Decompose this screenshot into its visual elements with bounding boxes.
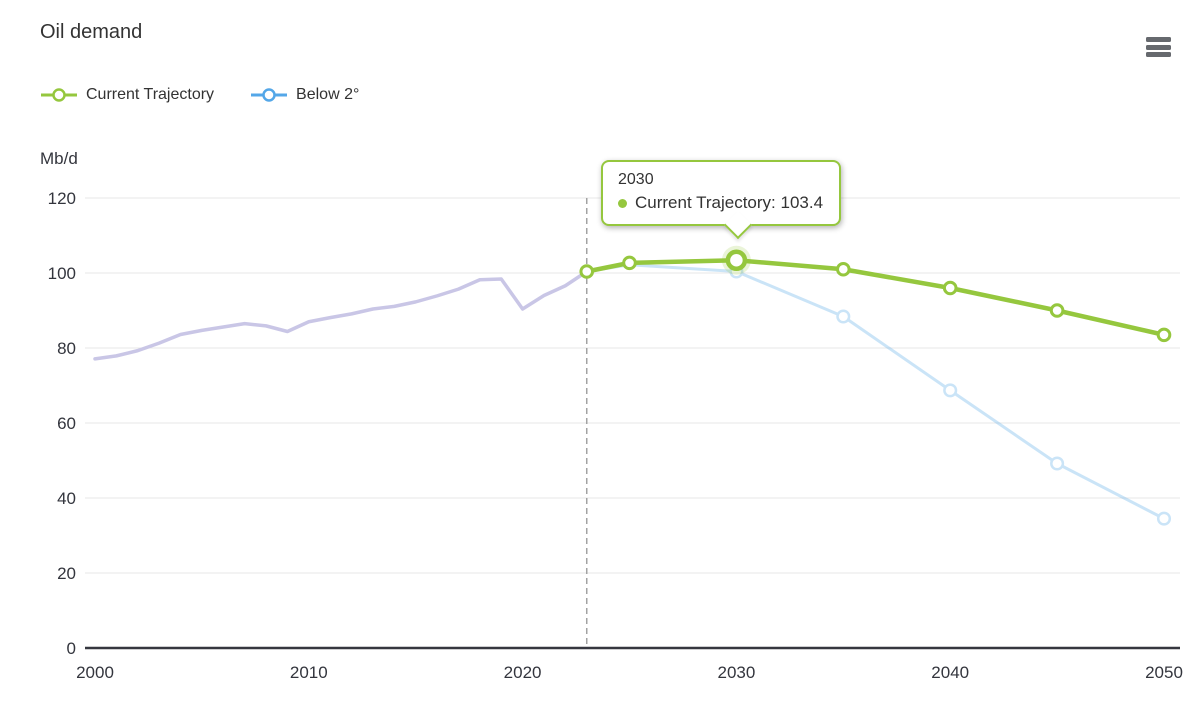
export-menu-button[interactable] xyxy=(1138,30,1178,64)
series-below-2 xyxy=(585,263,1172,526)
tooltip: 2030 Current Trajectory: 103.4 xyxy=(601,160,842,226)
x-axis-tick-label: 2050 xyxy=(1145,663,1183,682)
data-point-marker[interactable] xyxy=(579,264,595,279)
legend-item-label: Below 2° xyxy=(296,86,360,103)
y-axis-tick-label: 0 xyxy=(67,639,76,658)
data-point-marker[interactable] xyxy=(1156,327,1172,343)
data-point-marker[interactable] xyxy=(942,280,958,296)
tooltip-series-dot xyxy=(618,198,627,208)
x-axis-tick-label: 2030 xyxy=(717,663,755,682)
x-axis-tick-label: 2020 xyxy=(504,663,542,682)
y-axis-tick-label: 20 xyxy=(57,564,76,583)
tooltip-series-row: Current Trajectory: 103.4 xyxy=(618,193,823,213)
series-current-trajectory xyxy=(579,255,1172,343)
series-historical xyxy=(93,269,589,361)
y-axis-title: Mb/d xyxy=(40,149,78,168)
legend: Current Trajectory Below 2° xyxy=(40,86,359,104)
data-point-marker[interactable] xyxy=(622,255,637,271)
legend-marker-icon xyxy=(251,88,288,102)
y-axis-tick-label: 60 xyxy=(57,414,76,433)
data-point-marker[interactable] xyxy=(836,261,851,277)
data-point-marker[interactable] xyxy=(836,309,851,324)
x-axis-tick-label: 2000 xyxy=(76,663,114,682)
legend-item-label: Current Trajectory xyxy=(86,86,215,103)
legend-item-current-trajectory[interactable]: Current Trajectory xyxy=(40,86,214,104)
data-point-marker[interactable] xyxy=(1050,456,1065,471)
series-below-2-line xyxy=(585,263,1166,521)
tooltip-title: 2030 xyxy=(618,171,654,188)
y-axis-tick-label: 80 xyxy=(57,339,76,358)
series-current-trajectory-line xyxy=(584,258,1167,338)
tooltip-series-value: Current Trajectory: 103.4 xyxy=(635,193,824,212)
page-title: Oil demand xyxy=(40,21,143,43)
data-point-marker[interactable] xyxy=(1156,511,1172,526)
x-axis-tick-label: 2040 xyxy=(931,663,969,682)
data-point-marker[interactable] xyxy=(1049,303,1065,318)
x-axis-tick-label: 2010 xyxy=(290,663,328,682)
y-axis-tick-label: 40 xyxy=(57,489,76,508)
y-axis-tick-label: 120 xyxy=(48,189,76,208)
y-axis-tick-label: 100 xyxy=(48,264,76,283)
hovered-data-point-marker[interactable] xyxy=(725,249,748,271)
hamburger-menu-icon xyxy=(1145,37,1171,57)
legend-marker-icon xyxy=(41,88,77,102)
series-historical-line xyxy=(93,269,589,361)
legend-item-below-2[interactable]: Below 2° xyxy=(250,86,359,104)
data-point-marker[interactable] xyxy=(943,383,958,398)
